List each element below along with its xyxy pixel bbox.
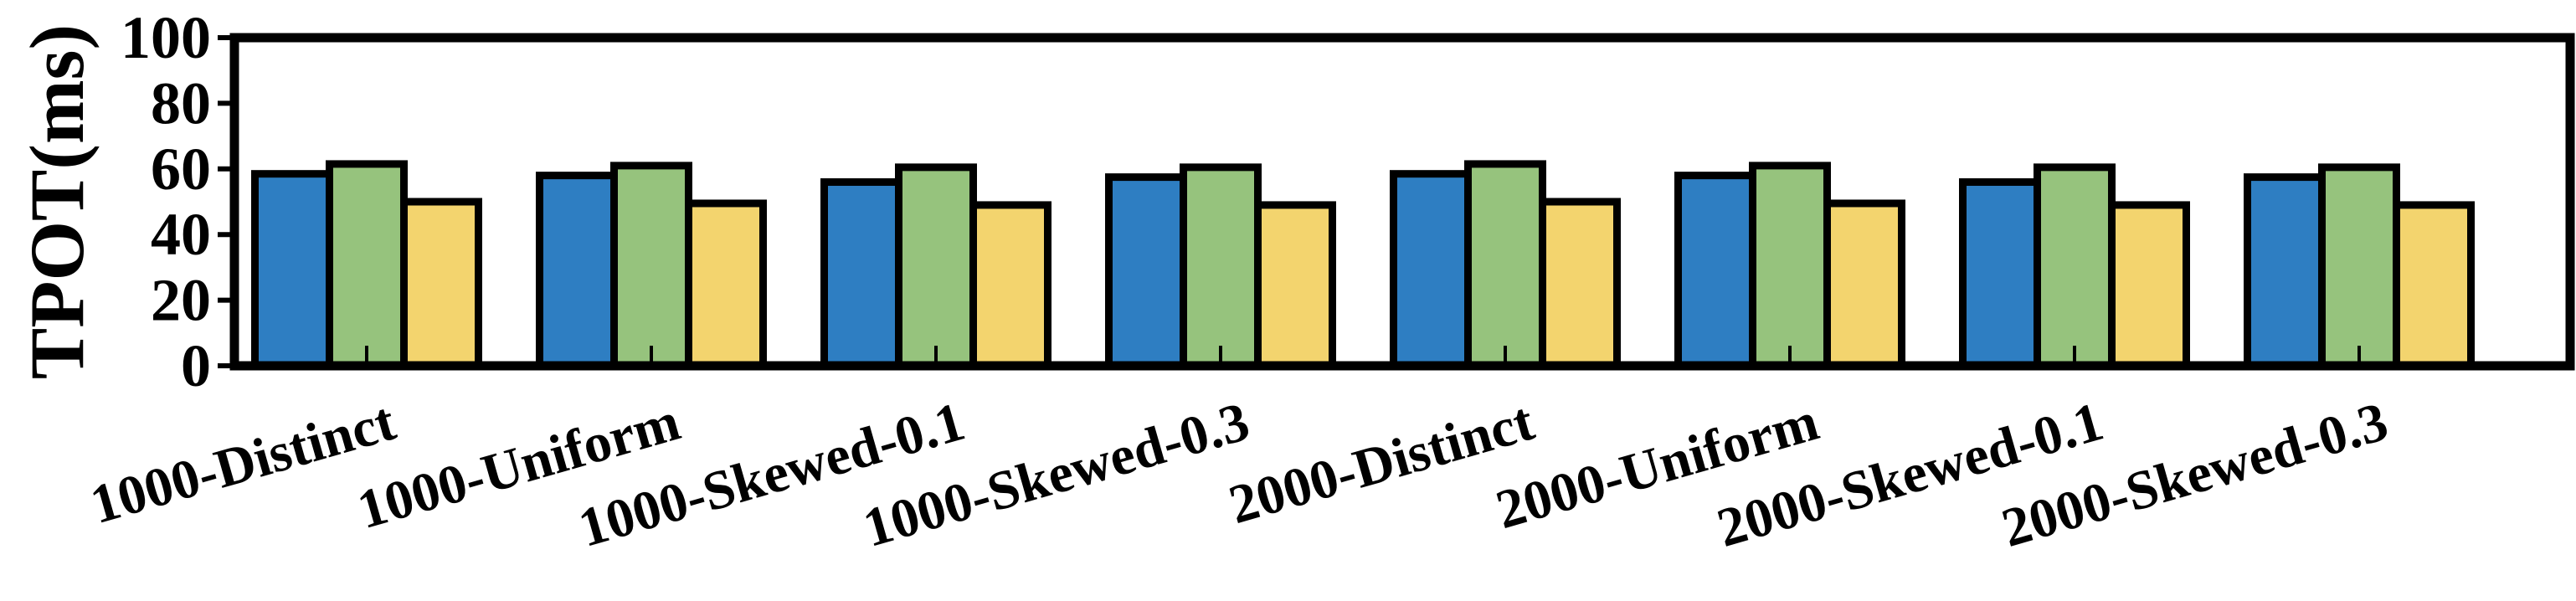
bar-1-2000-distinct (1390, 170, 1472, 370)
y-tick-label: 20 (151, 267, 211, 334)
bar-2-1000-distinct (326, 160, 408, 370)
bar-2-1000-skewed-0.1 (895, 163, 977, 370)
x-tick-label: 2000-Distinct (1222, 391, 1540, 536)
y-tick-label: 0 (181, 332, 211, 399)
bar-2-1000-uniform (610, 162, 692, 370)
bar-3-1000-uniform (685, 199, 767, 370)
bar-1-2000-skewed-0.3 (2244, 173, 2326, 370)
bar-2-2000-distinct (1464, 160, 1546, 370)
bar-3-1000-distinct (400, 198, 482, 370)
bar-1-2000-skewed-0.1 (1959, 177, 2041, 370)
bar-1-1000-skewed-0.1 (820, 177, 902, 370)
bar-1-1000-distinct (251, 170, 333, 370)
bar-3-2000-uniform (1823, 199, 1905, 370)
bars-layer (251, 160, 2475, 370)
y-tick-label: 40 (151, 201, 211, 268)
y-axis-label: TPOT(ms) (14, 24, 100, 379)
bar-2-1000-skewed-0.3 (1180, 163, 1262, 370)
x-tick-label: 1000-Distinct (84, 391, 402, 536)
bar-2-2000-skewed-0.1 (2034, 163, 2116, 370)
x-axis-labels: 1000-Distinct1000-Uniform1000-Skewed-0.1… (84, 391, 2394, 559)
bar-3-1000-skewed-0.3 (1254, 201, 1336, 370)
bar-3-2000-distinct (1539, 198, 1621, 370)
bar-3-1000-skewed-0.1 (969, 201, 1051, 370)
y-tick-label: 60 (151, 136, 211, 203)
y-tick-label: 100 (121, 4, 211, 71)
bar-3-2000-skewed-0.1 (2108, 201, 2190, 370)
bar-1-1000-uniform (536, 172, 618, 370)
bar-2-2000-skewed-0.3 (2318, 163, 2400, 370)
y-tick-label: 80 (151, 69, 211, 136)
plot-frame (229, 33, 2575, 371)
bar-3-2000-skewed-0.3 (2393, 201, 2475, 370)
bar-1-1000-skewed-0.3 (1105, 173, 1187, 370)
bar-2-2000-uniform (1749, 162, 1831, 370)
bar-1-2000-uniform (1674, 172, 1756, 370)
